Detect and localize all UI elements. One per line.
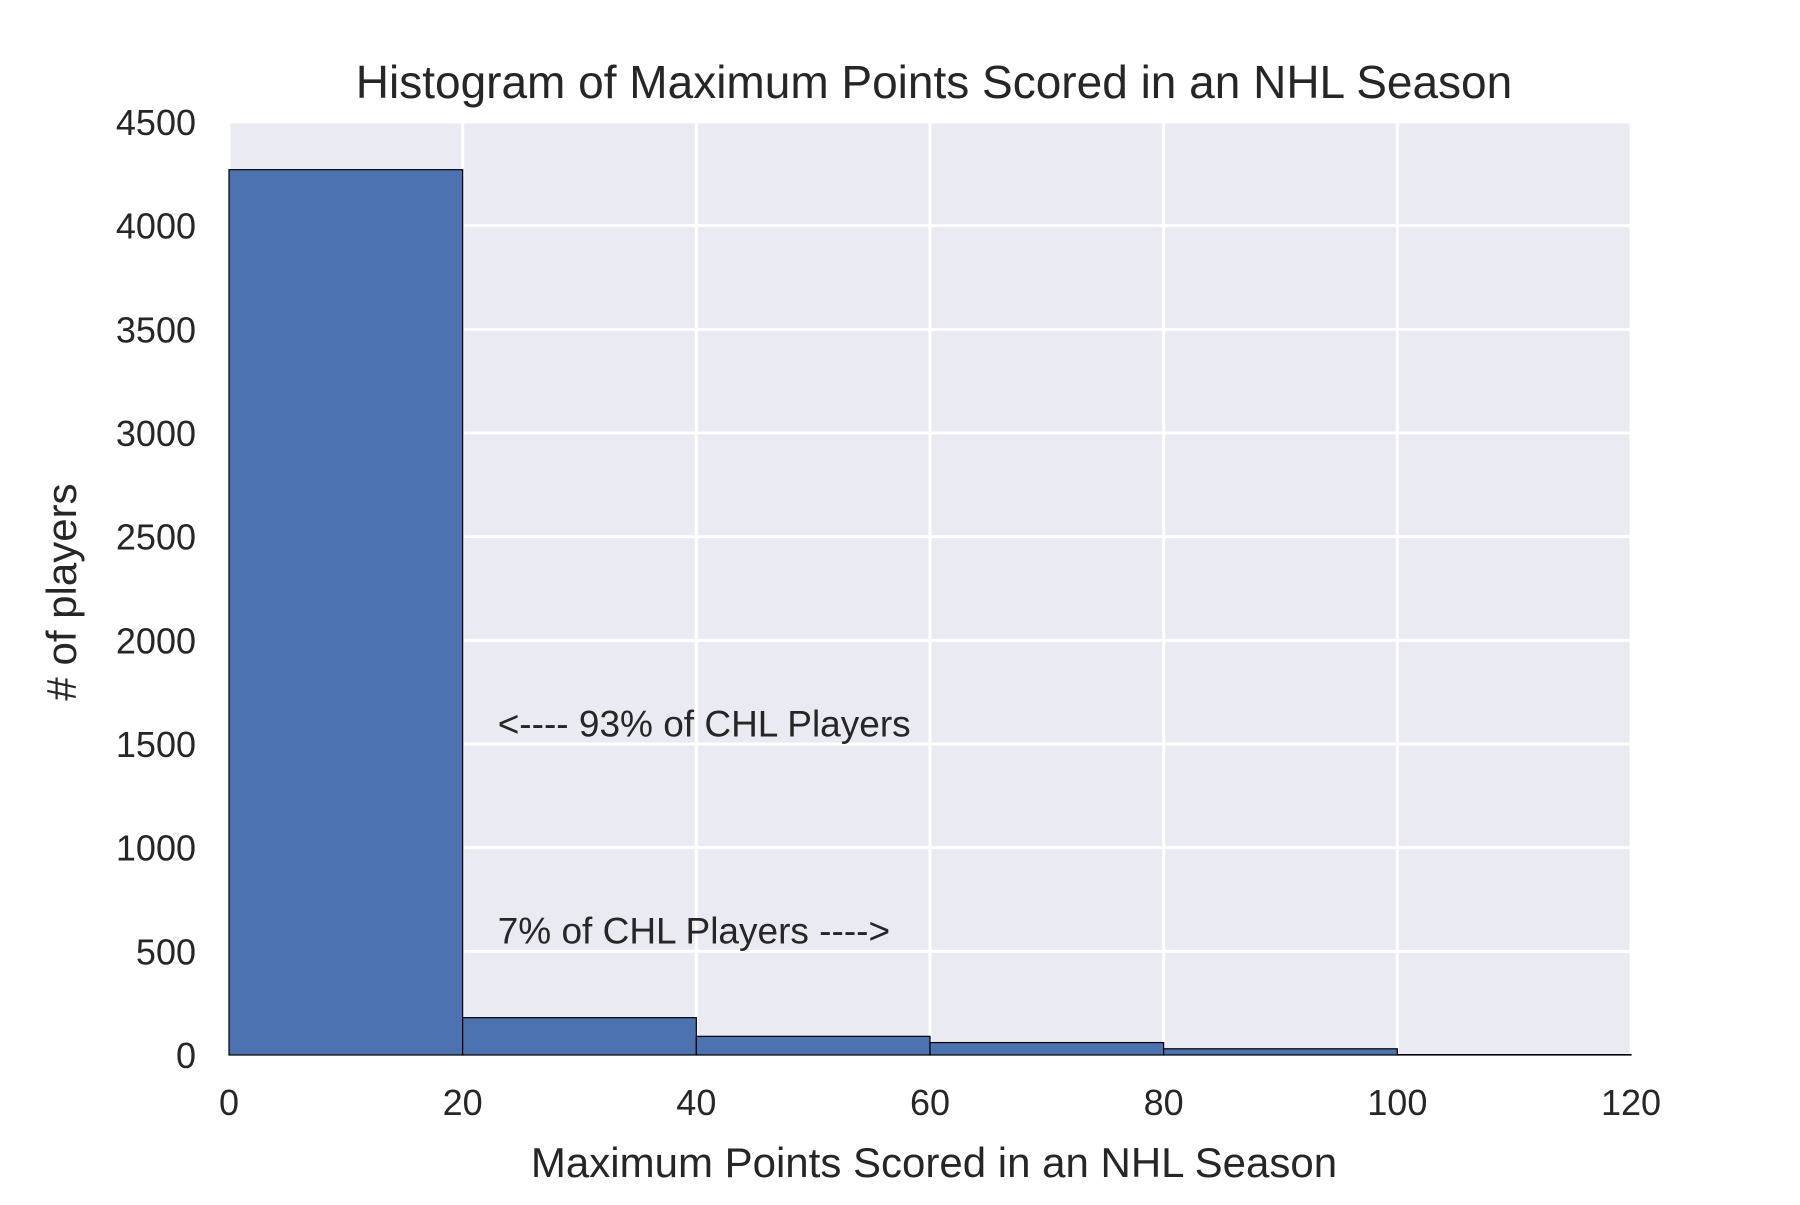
- y-tick-label: 0: [176, 1035, 196, 1076]
- x-axis-ticks: 0 20 40 60 80 100 120: [219, 1082, 1661, 1123]
- histogram-bar: [229, 170, 463, 1055]
- y-tick-label: 500: [136, 931, 196, 972]
- annotation-label: <---- 93% of CHL Players: [498, 703, 911, 744]
- histogram-bar: [1164, 1049, 1398, 1055]
- x-axis-label: Maximum Points Scored in an NHL Season: [531, 1139, 1337, 1186]
- x-tick-label: 40: [676, 1082, 716, 1123]
- chart-title: Histogram of Maximum Points Scored in an…: [356, 56, 1512, 108]
- y-axis-ticks: 0 500 1000 1500 2000 2500 3000 3500 4000 4500: [116, 102, 196, 1076]
- histogram-bar: [930, 1043, 1164, 1055]
- y-tick-label: 1500: [116, 724, 196, 765]
- y-tick-label: 1000: [116, 828, 196, 869]
- y-tick-label: 4500: [116, 102, 196, 143]
- y-axis-label: # of players: [38, 483, 85, 700]
- x-tick-label: 60: [910, 1082, 950, 1123]
- histogram-bar: [463, 1018, 697, 1055]
- x-tick-label: 80: [1144, 1082, 1184, 1123]
- y-tick-label: 4000: [116, 206, 196, 247]
- y-tick-label: 2500: [116, 517, 196, 558]
- y-tick-label: 3000: [116, 413, 196, 454]
- y-tick-label: 2000: [116, 620, 196, 661]
- histogram-bar: [696, 1036, 930, 1055]
- x-tick-label: 20: [443, 1082, 483, 1123]
- x-tick-label: 100: [1367, 1082, 1427, 1123]
- y-tick-label: 3500: [116, 309, 196, 350]
- annotation-label: 7% of CHL Players ---->: [498, 911, 890, 952]
- x-tick-label: 0: [219, 1082, 239, 1123]
- x-tick-label: 120: [1601, 1082, 1661, 1123]
